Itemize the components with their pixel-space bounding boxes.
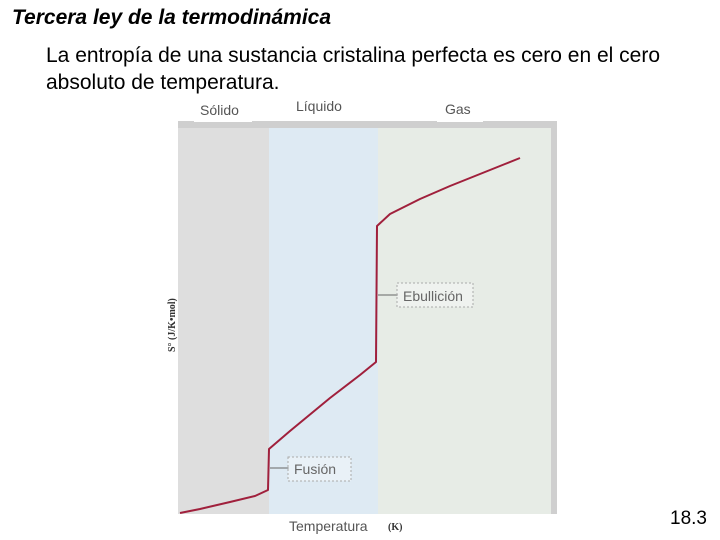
fusion-label-box — [287, 456, 352, 482]
solid-region — [178, 128, 269, 514]
x-axis-unit: (K) — [388, 522, 402, 533]
gas-label: Gas — [445, 101, 471, 117]
gas-region — [378, 128, 551, 514]
diagram-right-edge — [551, 121, 557, 514]
x-axis-label: Temperatura — [289, 518, 368, 534]
solid-label: Sólido — [200, 102, 239, 118]
entropy-curve — [179, 157, 521, 514]
third-law-statement: La entropía de una sustancia cristalina … — [46, 44, 661, 94]
slide-title: Tercera ley de la termodinámica — [12, 6, 332, 29]
gas-label-box — [437, 97, 483, 122]
liquid-label: Líquido — [296, 98, 342, 114]
slide-number: 18.3 — [670, 508, 707, 529]
fusion-label: Fusión — [294, 461, 336, 477]
solid-label-box — [194, 97, 252, 122]
boiling-label: Ebullición — [403, 288, 463, 304]
liquid-label-box — [289, 94, 357, 119]
y-axis-label: S° (J/K•mol) — [167, 298, 178, 352]
boiling-label-box — [396, 282, 474, 308]
x-axis-label-box — [283, 514, 387, 536]
diagram-top-edge — [178, 121, 556, 128]
liquid-region — [269, 128, 378, 514]
